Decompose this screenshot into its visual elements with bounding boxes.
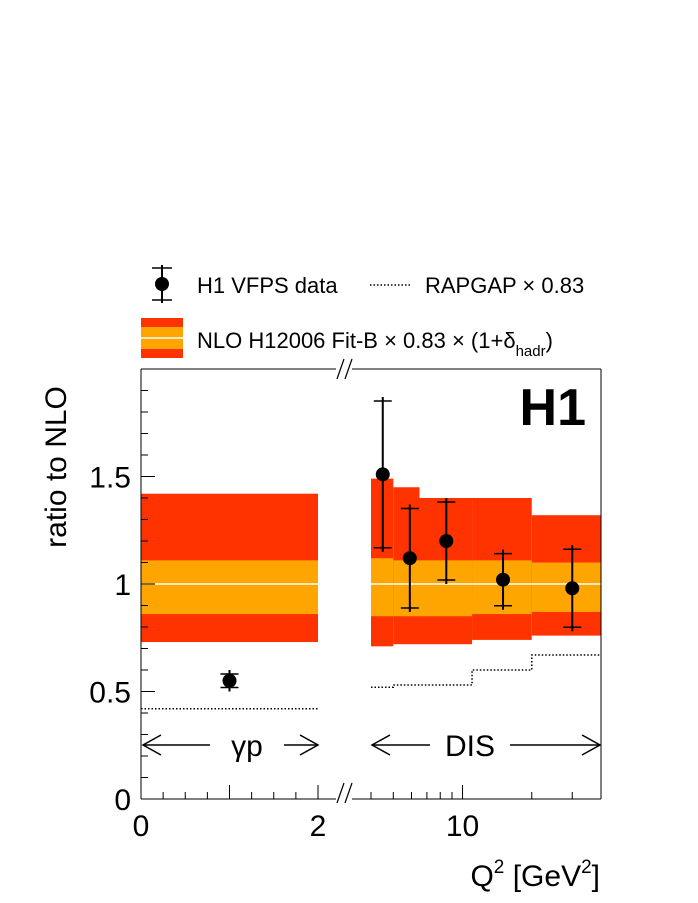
- data-point-marker: [222, 673, 237, 688]
- data-point-0: [220, 670, 239, 692]
- legend: H1 VFPS data RAPGAP × 0.83 NLO H12006 Fi…: [141, 265, 584, 360]
- x-axis-title: Q2 [GeV2]: [470, 857, 600, 893]
- y-axis-title: ratio to NLO: [40, 386, 73, 548]
- region-arrows: γp DIS: [141, 730, 602, 763]
- data-points: [220, 396, 582, 692]
- nlo-bands: [141, 478, 601, 647]
- plot-frame: 0 0.5 1 1.5 0 2 10: [89, 358, 602, 843]
- y-tick-label-3: 1.5: [89, 462, 131, 495]
- nlo-inner-band-2: [393, 560, 420, 617]
- region-dis-head-right: [581, 734, 602, 756]
- x-tick-label-0: 0: [133, 810, 150, 843]
- data-point-4: [494, 549, 513, 610]
- legend-band-marker: [141, 318, 183, 358]
- data-point-2: [400, 504, 419, 612]
- legend-data-marker: [152, 265, 172, 303]
- region-dis-head-left: [370, 734, 391, 756]
- data-point-marker: [402, 551, 417, 566]
- x-axis-title-unit-sup: 2: [581, 857, 592, 878]
- legend-nlo-label: NLO H12006 Fit-B × 0.83 × (1+δhadr): [197, 328, 553, 360]
- region-dis-label: DIS: [445, 730, 495, 763]
- axis-break-mark-1: [344, 782, 353, 804]
- rapgap-curve: [141, 654, 601, 710]
- legend-rapgap-label: RAPGAP × 0.83: [425, 273, 584, 298]
- h1-logo: H1: [520, 379, 586, 437]
- region-photoproduction: γp: [141, 730, 320, 763]
- y-tick-label-1: 0.5: [89, 677, 131, 710]
- axis-break-mark-3: [344, 358, 353, 380]
- nlo-inner-band-0: [141, 560, 318, 615]
- data-point-3: [437, 498, 456, 584]
- x-tick-label-1: 2: [310, 810, 327, 843]
- x-axis-title-main: Q: [470, 860, 493, 893]
- data-point-1: [373, 396, 392, 552]
- region-photoproduction-head-left: [141, 734, 162, 756]
- x-axis-title-unit: [GeV: [504, 860, 581, 893]
- data-point-marker: [496, 572, 511, 587]
- legend-nlo-sub: hadr: [516, 343, 546, 360]
- region-dis: DIS: [370, 730, 602, 763]
- rapgap-dis: [371, 654, 601, 688]
- x-axis-title-unit-close: ]: [592, 860, 600, 893]
- y-tick-label-2: 1: [114, 569, 131, 602]
- y-tick-label-0: 0: [114, 784, 131, 817]
- legend-nlo-main: NLO H12006 Fit-B × 0.83 × (1+δ: [197, 328, 516, 353]
- axis-break-mark-0: [336, 782, 345, 804]
- data-point-marker: [439, 534, 454, 548]
- axis-break-mark-2: [336, 358, 345, 380]
- x-tick-label-2: 10: [446, 810, 479, 843]
- legend-data-dot: [155, 277, 169, 291]
- data-point-marker: [565, 581, 580, 596]
- region-photoproduction-label: γp: [231, 730, 263, 763]
- nlo-inner-band-1: [371, 558, 394, 617]
- legend-data-label: H1 VFPS data: [197, 273, 338, 298]
- data-point-marker: [375, 467, 390, 482]
- x-axis-title-sup: 2: [494, 857, 505, 878]
- region-photoproduction-head-right: [299, 734, 320, 756]
- legend-nlo-close: ): [546, 328, 553, 353]
- data-point-5: [563, 545, 582, 632]
